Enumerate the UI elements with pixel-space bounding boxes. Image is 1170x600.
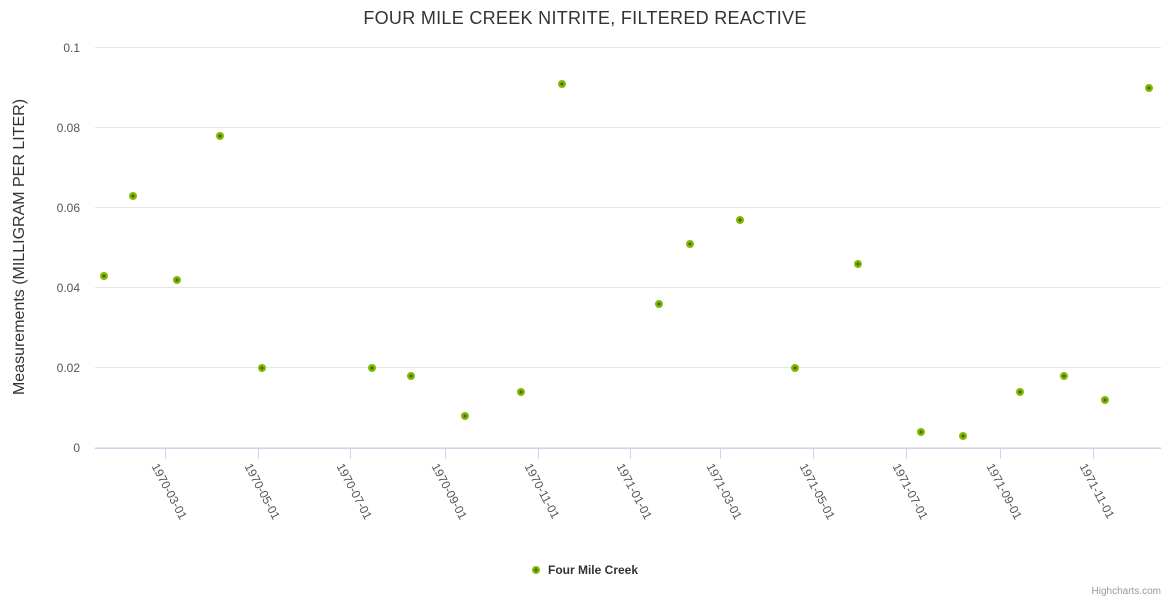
data-point[interactable] — [1100, 395, 1109, 404]
x-tick-label: 1970-07-01 — [334, 460, 376, 522]
y-gridline — [95, 367, 1161, 368]
data-point[interactable] — [1015, 387, 1024, 396]
data-point[interactable] — [1144, 83, 1153, 92]
x-tick-label: 1970-11-01 — [521, 460, 562, 521]
data-point[interactable] — [735, 215, 744, 224]
x-tick-label: 1970-03-01 — [148, 460, 190, 522]
x-tick-mark — [350, 448, 352, 459]
data-point[interactable] — [557, 79, 566, 88]
x-tick-label: 1971-03-01 — [703, 460, 745, 522]
legend-series-label: Four Mile Creek — [547, 563, 639, 577]
data-point[interactable] — [854, 259, 863, 268]
data-point[interactable] — [129, 191, 138, 200]
data-point[interactable] — [1059, 371, 1068, 380]
x-tick-mark — [905, 448, 907, 459]
x-tick-mark — [444, 448, 446, 459]
data-point[interactable] — [790, 363, 799, 372]
legend[interactable]: Four Mile Creek — [0, 563, 1170, 577]
y-tick-label: 0 — [73, 440, 80, 455]
x-tick-label: 1971-05-01 — [796, 460, 838, 522]
data-point[interactable] — [959, 431, 968, 440]
x-tick-label: 1970-05-01 — [241, 460, 283, 522]
data-point[interactable] — [367, 363, 376, 372]
data-point[interactable] — [916, 427, 925, 436]
legend-marker-icon — [531, 566, 540, 574]
y-tick-label: 0.06 — [56, 200, 80, 215]
x-tick-mark — [720, 448, 721, 459]
data-point[interactable] — [460, 411, 469, 420]
x-tick-mark — [537, 448, 539, 459]
y-gridline — [95, 287, 1161, 288]
x-tick-mark — [812, 448, 814, 459]
data-point[interactable] — [100, 271, 109, 280]
x-tick-label: 1971-07-01 — [889, 460, 931, 522]
y-tick-label: 0.08 — [56, 120, 80, 135]
data-point[interactable] — [215, 131, 224, 140]
data-point[interactable] — [407, 371, 416, 380]
x-tick-mark — [164, 448, 166, 459]
x-tick-mark — [630, 448, 632, 459]
y-gridline — [95, 47, 1161, 48]
x-tick-mark — [999, 448, 1001, 459]
y-tick-label: 0.04 — [56, 280, 80, 295]
y-tick-label: 0.1 — [63, 40, 80, 55]
x-tick-mark — [1092, 448, 1094, 459]
chart-title: FOUR MILE CREEK NITRITE, FILTERED REACTI… — [363, 8, 807, 28]
data-point[interactable] — [173, 275, 182, 284]
x-tick-label: 1971-11-01 — [1076, 460, 1117, 521]
highcharts-credits-link[interactable]: Highcharts.com — [1091, 586, 1161, 597]
y-gridline — [95, 207, 1161, 208]
data-point[interactable] — [685, 239, 694, 248]
data-point[interactable] — [655, 299, 664, 308]
data-point[interactable] — [516, 387, 525, 396]
y-tick-label: 0.02 — [56, 360, 80, 375]
x-tick-mark — [257, 448, 259, 459]
x-tick-label: 1971-01-01 — [613, 460, 656, 522]
y-gridline — [95, 127, 1161, 128]
x-tick-label: 1971-09-01 — [983, 460, 1025, 522]
data-point[interactable] — [258, 363, 267, 372]
x-axis-line — [95, 447, 1161, 449]
x-tick-label: 1970-09-01 — [428, 460, 470, 522]
